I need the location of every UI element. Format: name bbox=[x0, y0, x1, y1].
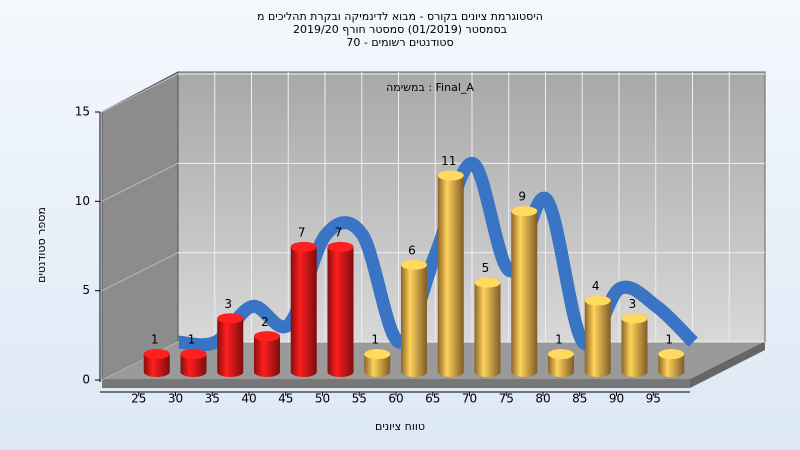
y-tick-label: 5 bbox=[82, 283, 90, 297]
x-tick-label: 25 bbox=[131, 392, 146, 406]
bar bbox=[401, 259, 427, 377]
value-label: 1 bbox=[371, 333, 379, 347]
value-label: 7 bbox=[335, 225, 343, 239]
x-tick-label: 60 bbox=[388, 392, 403, 406]
bar-top bbox=[584, 295, 611, 306]
floor-front bbox=[102, 380, 690, 388]
value-label: 6 bbox=[408, 243, 416, 257]
bar-top bbox=[511, 206, 538, 217]
y-tick-label: 10 bbox=[75, 194, 90, 208]
x-tick-label: 95 bbox=[646, 392, 661, 406]
x-tick-label: 85 bbox=[572, 392, 587, 406]
bar bbox=[621, 313, 648, 377]
x-tick-label: 75 bbox=[499, 392, 514, 406]
grid-line bbox=[101, 252, 179, 292]
value-label: 1 bbox=[151, 333, 159, 347]
grid-line bbox=[101, 341, 179, 381]
bar-top bbox=[364, 349, 391, 360]
bar-top bbox=[180, 349, 207, 360]
x-tick-label: 55 bbox=[352, 392, 367, 406]
bar-top bbox=[658, 349, 685, 360]
x-tick-label: 65 bbox=[425, 392, 440, 406]
bar bbox=[437, 170, 464, 377]
bar-top bbox=[143, 349, 170, 360]
value-label: 3 bbox=[629, 297, 637, 311]
bar bbox=[290, 241, 317, 377]
bar-top bbox=[437, 170, 464, 181]
x-tick-label: 50 bbox=[315, 392, 330, 406]
bar-top bbox=[401, 259, 427, 270]
y-axis-title: מספר סטודנטים bbox=[35, 207, 48, 283]
annotation: במשימה : Final_A bbox=[386, 81, 474, 94]
value-label: 5 bbox=[482, 261, 490, 275]
bar-top bbox=[217, 313, 244, 324]
bar-top bbox=[290, 241, 317, 252]
chart-subtitle: בסמסטר (01/2019) סמסטר חורף 2019/20 bbox=[293, 23, 507, 36]
x-tick-label: 35 bbox=[205, 392, 220, 406]
value-label: 4 bbox=[592, 279, 600, 293]
value-label: 2 bbox=[261, 315, 269, 329]
value-label: 9 bbox=[518, 190, 526, 204]
bar bbox=[584, 295, 611, 377]
chart-title: היסטוגרמת ציונים בקורס - מבוא לדינמיקה ו… bbox=[257, 10, 543, 23]
floor-edge bbox=[690, 342, 765, 388]
x-tick-label: 90 bbox=[609, 392, 624, 406]
value-label: 3 bbox=[224, 297, 232, 311]
chart-subtitle: סטודנטים רשומים - 70 bbox=[346, 36, 453, 49]
bar-top bbox=[548, 349, 574, 360]
bar-top bbox=[254, 331, 280, 342]
x-tick-label: 70 bbox=[462, 392, 477, 406]
x-tick-label: 80 bbox=[535, 392, 550, 406]
value-label: 1 bbox=[555, 333, 563, 347]
bar-top bbox=[327, 241, 354, 252]
grid bbox=[101, 72, 765, 381]
bar-top bbox=[474, 277, 501, 288]
bar bbox=[254, 331, 280, 377]
x-tick-label: 45 bbox=[278, 392, 293, 406]
value-label: 1 bbox=[665, 333, 673, 347]
bar bbox=[474, 277, 501, 377]
y-tick-label: 0 bbox=[82, 373, 90, 387]
value-label: 1 bbox=[188, 333, 196, 347]
bar bbox=[327, 241, 354, 377]
grid-line bbox=[101, 73, 179, 113]
y-tick-label: 15 bbox=[75, 105, 90, 119]
value-label: 7 bbox=[298, 225, 306, 239]
value-label: 11 bbox=[441, 154, 456, 168]
bar bbox=[511, 206, 538, 377]
x-tick-label: 30 bbox=[168, 392, 183, 406]
bar-top bbox=[621, 313, 648, 324]
grid-line bbox=[101, 162, 179, 202]
bar bbox=[217, 313, 244, 377]
left-wall bbox=[101, 71, 179, 381]
x-axis-title: טווח ציונים bbox=[375, 420, 425, 433]
x-tick-label: 40 bbox=[241, 392, 256, 406]
